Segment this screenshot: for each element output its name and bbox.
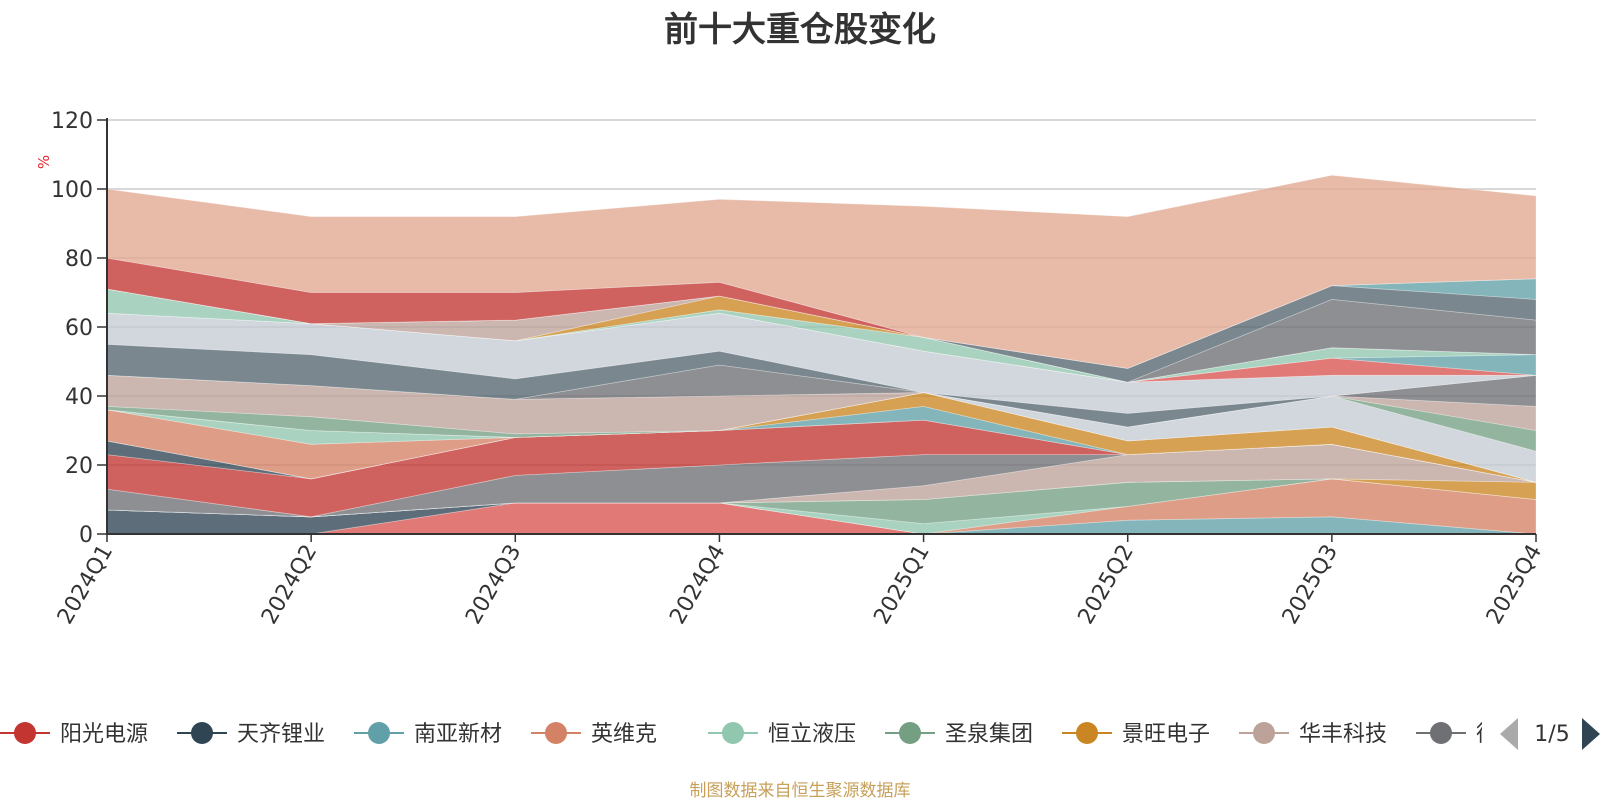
legend-label: 圣泉集团 — [945, 722, 1033, 747]
legend-next-page-icon[interactable] — [1582, 718, 1600, 750]
legend-label: 南亚新材 — [414, 722, 502, 747]
legend-circle-marker — [722, 722, 744, 744]
legend-item[interactable]: 天齐锂业 — [177, 722, 325, 747]
chart-title: 前十大重仓股变化 — [664, 10, 936, 50]
x-tick-label: 2025Q4 — [1482, 541, 1547, 629]
x-tick-label: 2024Q1 — [53, 541, 118, 629]
area-series-13 — [106, 392, 1537, 483]
source-note: 制图数据来自恒生聚源数据库 — [689, 781, 911, 801]
y-tick-label: 20 — [65, 454, 93, 479]
x-tick-label: 2024Q2 — [257, 541, 322, 629]
legend-circle-marker — [191, 722, 213, 744]
area-series-9 — [106, 419, 1537, 518]
y-tick-label: 40 — [65, 385, 93, 410]
x-tick-label: 2024Q4 — [665, 541, 730, 629]
area-series — [106, 174, 1537, 535]
legend-label: 英维克 — [591, 722, 657, 747]
legend-item[interactable]: 华丰科技 — [1239, 722, 1387, 747]
legend: 阳光电源天齐锂业南亚新材英维克恒立液压圣泉集团景旺电子华丰科技德’1/5 — [0, 708, 1600, 760]
legend-circle-marker — [545, 722, 567, 744]
legend-item[interactable]: 圣泉集团 — [885, 722, 1033, 747]
legend-label: 阳光电源 — [60, 722, 148, 747]
area-series-10 — [106, 419, 1537, 483]
area-series-8 — [106, 443, 1537, 518]
legend-label: 恒立液压 — [768, 722, 856, 747]
area-series-18 — [106, 364, 1537, 428]
legend-label: 天齐锂业 — [237, 722, 325, 747]
x-tick-label: 2025Q3 — [1278, 541, 1343, 629]
y-tick-label: 80 — [65, 247, 93, 272]
legend-item[interactable]: 阳光电源 — [0, 722, 148, 747]
legend-item[interactable]: 恒立液压 — [708, 722, 856, 747]
y-tick-label: 100 — [51, 178, 93, 203]
legend-circle-marker — [14, 722, 36, 744]
x-tick-label: 2024Q3 — [461, 541, 526, 629]
area-series-15 — [106, 392, 1537, 483]
x-tick-label: 2025Q1 — [869, 541, 934, 629]
legend-circle-marker — [1076, 722, 1098, 744]
area-series-30 — [106, 174, 1537, 369]
legend-item[interactable]: 英维克 — [531, 722, 657, 747]
legend-item[interactable]: 南亚新材 — [354, 722, 502, 747]
legend-prev-page-icon[interactable] — [1500, 718, 1518, 750]
y-tick-label: 120 — [51, 109, 93, 134]
x-tick-label: 2025Q2 — [1074, 541, 1139, 629]
y-tick-label: 60 — [65, 316, 93, 341]
legend-label: 华丰科技 — [1299, 722, 1387, 747]
legend-circle-marker — [368, 722, 390, 744]
legend-circle-marker — [1253, 722, 1275, 744]
legend-circle-marker — [1430, 722, 1452, 744]
legend-circle-marker — [899, 722, 921, 744]
legend-label: 景旺电子 — [1122, 722, 1210, 747]
legend-page-indicator: 1/5 — [1534, 722, 1569, 747]
legend-item[interactable]: 景旺电子 — [1062, 722, 1210, 747]
y-axis-unit-label: % — [35, 155, 53, 169]
y-tick-label: 0 — [79, 523, 93, 548]
